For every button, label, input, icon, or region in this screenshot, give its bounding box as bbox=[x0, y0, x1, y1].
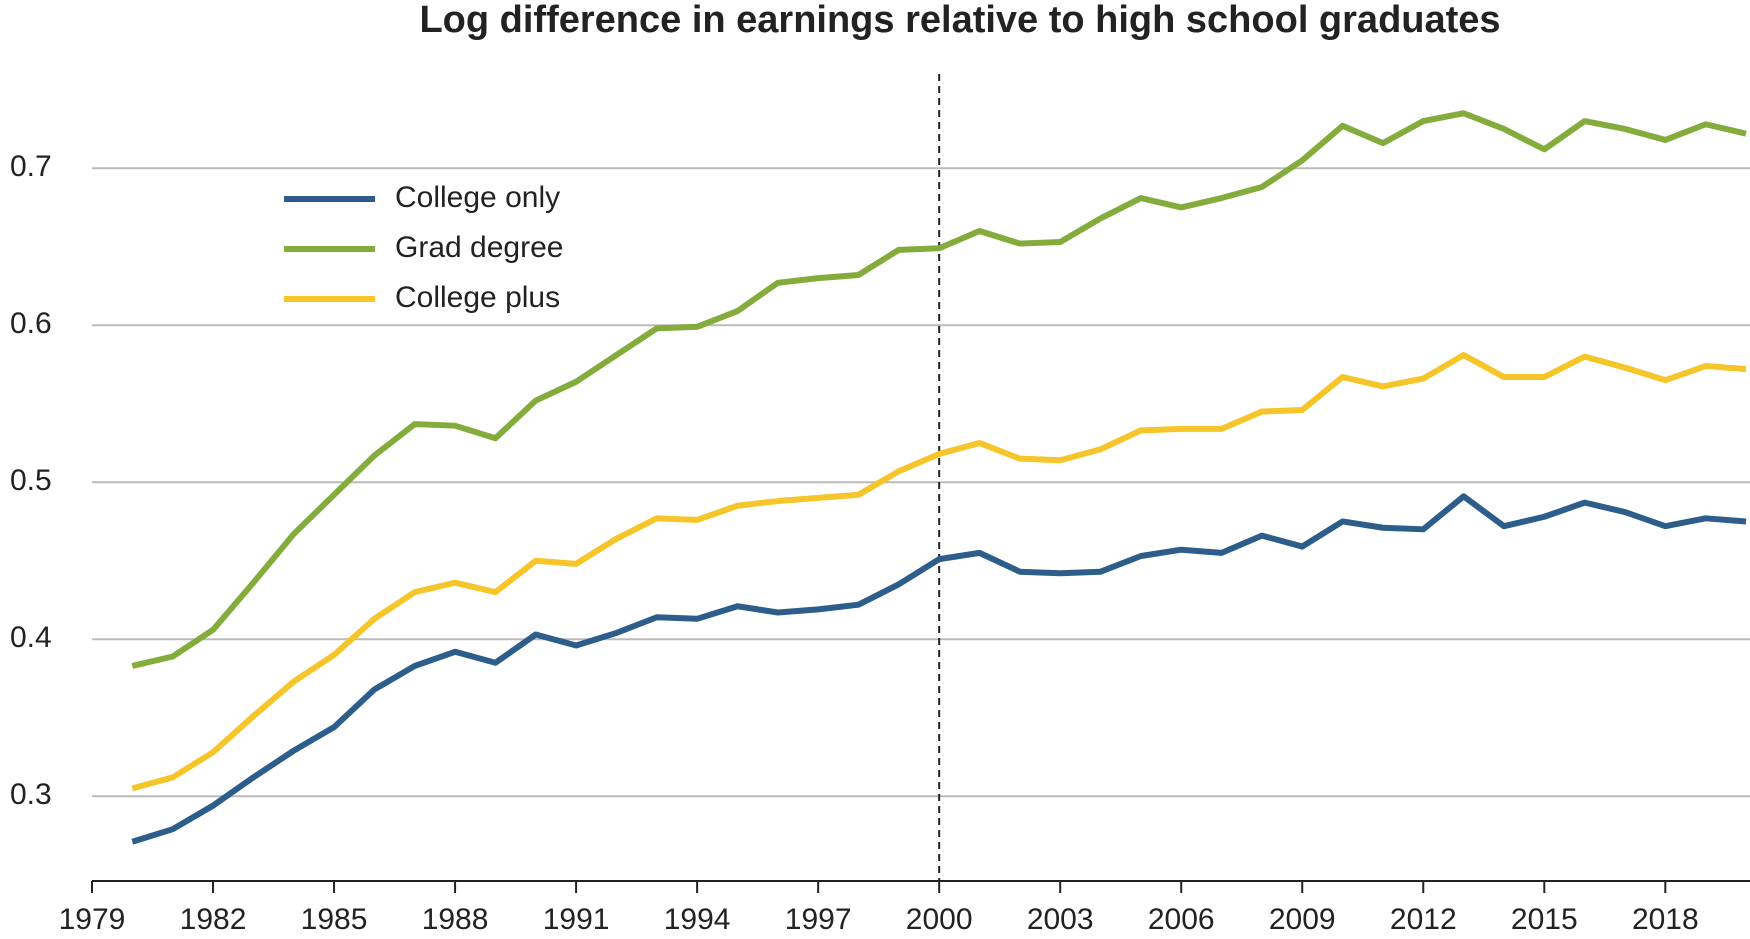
x-tick-label: 2003 bbox=[1027, 903, 1094, 936]
x-tick-label: 2015 bbox=[1511, 903, 1578, 936]
x-tick-label: 2012 bbox=[1390, 903, 1457, 936]
line bbox=[131, 352, 1747, 792]
x-tick-label: 1985 bbox=[301, 903, 368, 936]
x-tick-label: 1991 bbox=[543, 903, 610, 936]
x-tick-label: 1979 bbox=[59, 903, 126, 936]
x-tick-label: 1997 bbox=[785, 903, 852, 936]
y-tick-label: 0.4 bbox=[10, 621, 52, 654]
x-tick-label: 1994 bbox=[664, 903, 731, 936]
x-tick-label: 2006 bbox=[1148, 903, 1215, 936]
line bbox=[131, 493, 1747, 845]
x-tick-label: 1988 bbox=[422, 903, 489, 936]
y-tick-label: 0.6 bbox=[10, 307, 52, 340]
line bbox=[131, 110, 1747, 669]
x-tick-label: 2018 bbox=[1632, 903, 1699, 936]
y-tick-label: 0.7 bbox=[10, 150, 52, 183]
y-tick-label: 0.3 bbox=[10, 778, 52, 811]
x-tick-label: 2009 bbox=[1269, 903, 1336, 936]
legend-label: Grad degree bbox=[395, 231, 563, 264]
legend-label: College plus bbox=[395, 281, 560, 314]
legend-label: College only bbox=[395, 181, 560, 214]
y-tick-label: 0.5 bbox=[10, 464, 52, 497]
x-tick-label: 1982 bbox=[180, 903, 247, 936]
chart-title: Log difference in earnings relative to h… bbox=[419, 0, 1500, 41]
x-tick-label: 2000 bbox=[906, 903, 973, 936]
